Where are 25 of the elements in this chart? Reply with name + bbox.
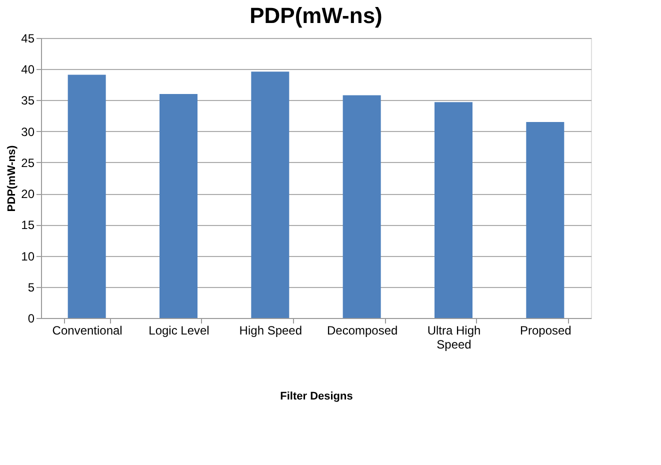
x-tick-label: Decomposed: [326, 324, 398, 338]
x-axis-title: Filter Designs: [280, 390, 353, 402]
y-axis-title: PDP(mW-ns): [6, 144, 18, 212]
y-tick-label: 15: [21, 218, 35, 232]
y-tick-label: 10: [21, 249, 35, 264]
bar: [342, 95, 381, 318]
bar: [526, 122, 564, 318]
y-tick-label: 5: [28, 280, 35, 294]
x-tick-label: Conventional: [52, 324, 122, 338]
x-tick-label: Proposed: [520, 324, 572, 338]
bar: [68, 74, 106, 318]
bar: [251, 72, 290, 318]
chart-title: PDP(mW-ns): [250, 3, 382, 28]
bar: [160, 94, 198, 318]
x-tick-label: Logic Level: [148, 324, 210, 338]
y-tick-label: 40: [21, 62, 35, 77]
x-tick-label: High Speed: [239, 324, 302, 338]
y-tick-label: 30: [21, 124, 35, 139]
x-tick-label: Ultra High Speed: [427, 324, 481, 352]
y-tick-label: 0: [28, 312, 35, 326]
y-tick-label: 35: [21, 94, 35, 108]
y-tick-label: 25: [21, 156, 35, 170]
y-tick-label: 45: [21, 32, 35, 46]
y-tick-label: 20: [21, 187, 35, 202]
bar: [434, 102, 472, 318]
